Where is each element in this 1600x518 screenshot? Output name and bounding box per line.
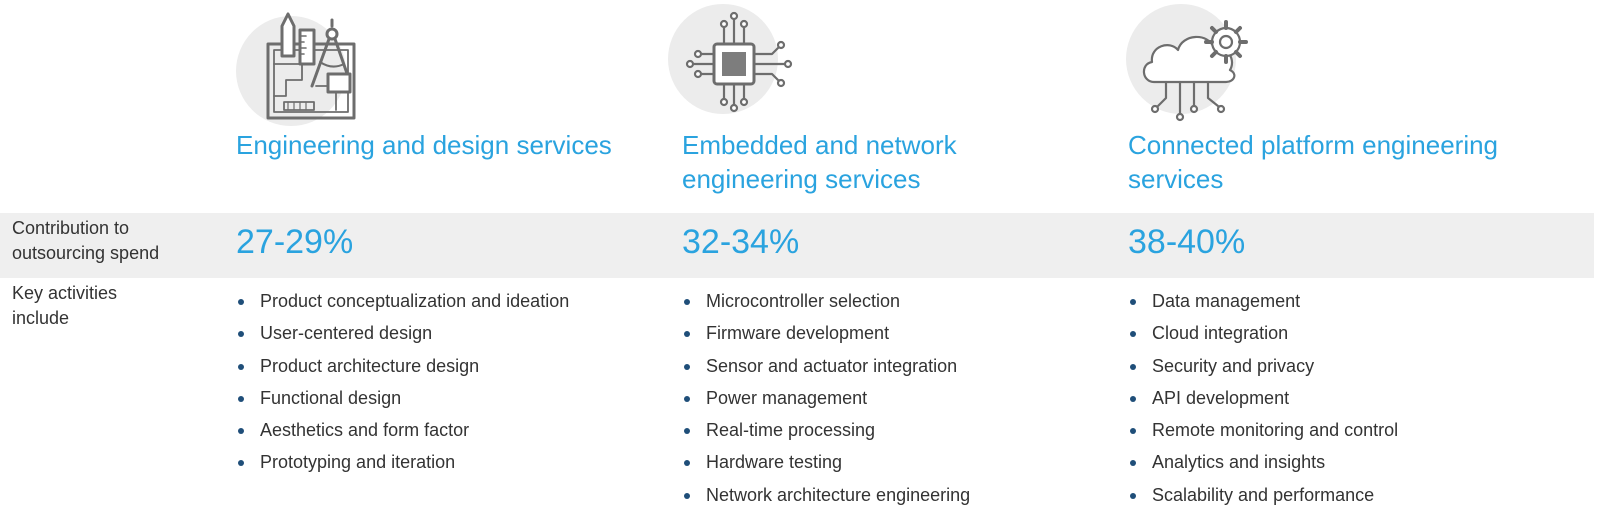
row-label-contribution: Contribution to outsourcing spend (12, 218, 160, 263)
column-title: Connected platform engineering services (1128, 130, 1499, 194)
contribution-percent: 38-40% (1128, 223, 1246, 261)
activities-list: Microcontroller selection Firmware devel… (682, 285, 970, 511)
contribution-percent: 32-34% (682, 223, 800, 261)
list-item: Sensor and actuator integration (682, 350, 970, 382)
contribution-percent: 27-29% (236, 223, 354, 261)
cloud-gear-icon (1126, 0, 1266, 122)
column-embedded-network: Embedded and network engineering service… (668, 0, 1142, 518)
list-item: Functional design (236, 382, 569, 414)
list-item: Network architecture engineering (682, 479, 970, 511)
list-item: Firmware development (682, 317, 970, 349)
column-connected-platform: Connected platform engineering services … (1126, 0, 1588, 518)
column-title: Embedded and network engineering service… (682, 130, 957, 194)
list-item: Real-time processing (682, 414, 970, 446)
list-item: Prototyping and iteration (236, 446, 569, 478)
list-item: Power management (682, 382, 970, 414)
list-item: Cloud integration (1128, 317, 1398, 349)
list-item: Product architecture design (236, 350, 569, 382)
list-item: User-centered design (236, 317, 569, 349)
contribution-band (0, 213, 1594, 278)
list-item: Hardware testing (682, 446, 970, 478)
list-item: Aesthetics and form factor (236, 414, 569, 446)
column-title: Engineering and design services (236, 130, 612, 160)
row-label-key-activities: Key activities include (12, 283, 118, 328)
column-engineering-design: Engineering and design services 27-29% P… (236, 0, 696, 518)
microchip-icon (668, 0, 808, 120)
activities-list: Data management Cloud integration Securi… (1128, 285, 1398, 511)
activities-list: Product conceptualization and ideation U… (236, 285, 569, 479)
list-item: Security and privacy (1128, 350, 1398, 382)
list-item: Analytics and insights (1128, 446, 1398, 478)
list-item: Product conceptualization and ideation (236, 285, 569, 317)
list-item: Remote monitoring and control (1128, 414, 1398, 446)
list-item: Scalability and performance (1128, 479, 1398, 511)
list-item: API development (1128, 382, 1398, 414)
list-item: Microcontroller selection (682, 285, 970, 317)
list-item: Data management (1128, 285, 1398, 317)
engineering-design-icon (236, 6, 376, 126)
